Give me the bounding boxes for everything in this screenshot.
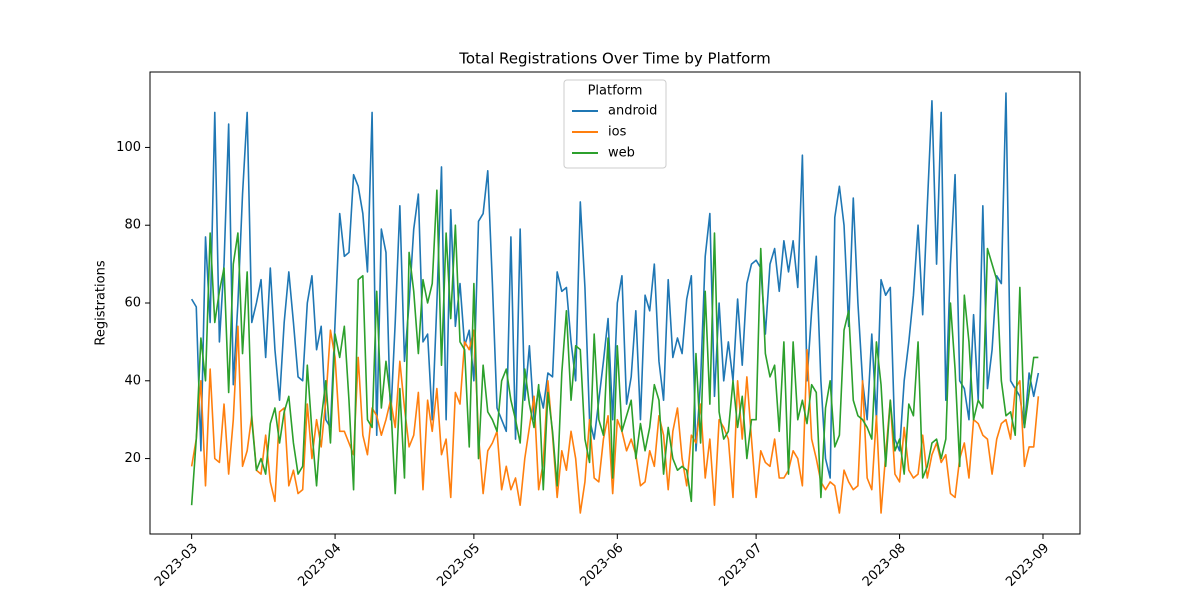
y-tick-label: 80 [124,218,141,233]
plot-frame [149,71,1081,535]
legend-label: web [608,146,635,161]
y-tick-label: 100 [116,140,141,155]
line-web [190,189,1039,506]
y-tick-label: 40 [124,373,141,388]
y-tick-label: 60 [124,296,141,311]
legend-title: Platform [588,84,643,99]
chart-title: Total Registrations Over Time by Platfor… [458,50,771,68]
y-tick-label: 20 [124,451,141,466]
line-ios [190,325,1040,514]
legend-box [563,79,667,169]
y-axis-label: Registrations [94,260,109,345]
legend-label: android [608,104,657,119]
legend-label: ios [608,125,627,140]
